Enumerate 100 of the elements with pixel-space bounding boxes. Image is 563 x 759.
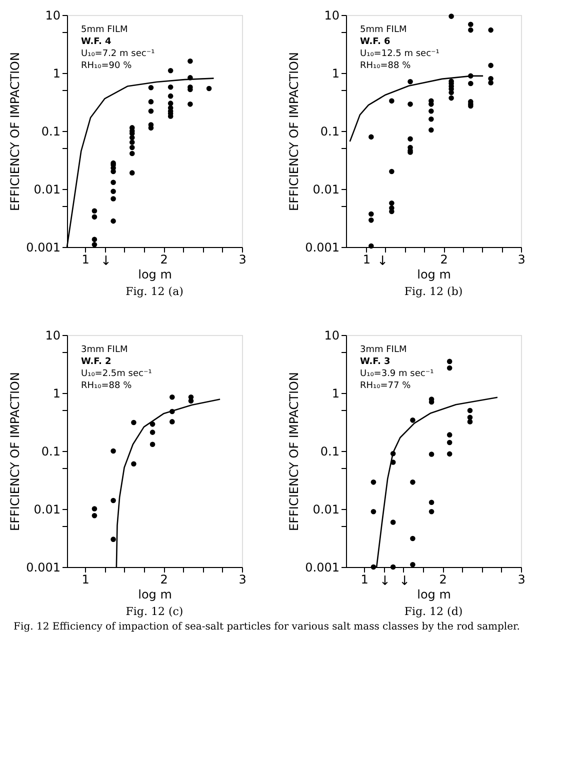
y-axis-title: EFFICIENCY OF IMPACTION bbox=[287, 372, 302, 531]
annotation: RH₁₀=77 % bbox=[360, 381, 412, 391]
point bbox=[131, 420, 136, 426]
x-tick-label: 3 bbox=[518, 572, 526, 586]
point bbox=[168, 100, 174, 106]
point bbox=[468, 27, 474, 33]
annotation: U₁₀=7.2 m sec⁻¹ bbox=[81, 49, 156, 59]
y-tick-label: 0.1 bbox=[320, 124, 340, 138]
point bbox=[448, 95, 454, 101]
point bbox=[148, 108, 154, 114]
annotation: W.F. 3 bbox=[360, 357, 390, 367]
y-tick-label: 0.001 bbox=[305, 560, 340, 574]
annotation: 3mm FILM bbox=[360, 345, 407, 355]
annotation: ↓ bbox=[100, 254, 112, 269]
point bbox=[410, 480, 416, 485]
point bbox=[390, 564, 396, 570]
point bbox=[446, 358, 452, 364]
point bbox=[428, 108, 434, 114]
annotation: 5mm FILM bbox=[81, 25, 128, 35]
point bbox=[448, 14, 454, 19]
point bbox=[370, 480, 376, 485]
point bbox=[410, 536, 416, 542]
point bbox=[110, 180, 116, 186]
y-tick-label: 0.01 bbox=[312, 182, 340, 196]
point bbox=[408, 136, 413, 142]
annotation: ↓ bbox=[377, 254, 388, 269]
point bbox=[110, 448, 116, 454]
y-axis-title: EFFICIENCY OF IMPACTION bbox=[287, 52, 302, 211]
point bbox=[368, 218, 374, 223]
point bbox=[110, 498, 116, 504]
point bbox=[148, 84, 154, 90]
point bbox=[170, 419, 175, 424]
point bbox=[92, 214, 98, 220]
point bbox=[389, 98, 394, 104]
x-tick-label: 3 bbox=[238, 572, 246, 586]
point bbox=[150, 430, 156, 435]
point bbox=[488, 62, 494, 68]
y-tick-label: 1 bbox=[52, 386, 60, 400]
x-axis-title: log m bbox=[138, 268, 172, 282]
point bbox=[188, 102, 193, 107]
point bbox=[129, 140, 135, 145]
text: Fig. 12 (b) bbox=[404, 285, 463, 298]
point bbox=[206, 86, 212, 92]
point bbox=[468, 80, 474, 86]
annotation: ↓ bbox=[399, 574, 410, 589]
x-axis-title: log m bbox=[417, 588, 451, 602]
point bbox=[110, 196, 116, 202]
point bbox=[428, 116, 434, 122]
point bbox=[129, 144, 135, 150]
point bbox=[446, 365, 452, 371]
text: Fig. 12 (a) bbox=[126, 285, 184, 298]
y-tick-label: 10 bbox=[45, 8, 60, 22]
point bbox=[446, 440, 452, 446]
point bbox=[390, 520, 396, 525]
point bbox=[410, 562, 416, 568]
y-tick-label: 10 bbox=[45, 328, 60, 342]
y-axis-title: EFFICIENCY OF IMPACTION bbox=[8, 52, 22, 211]
y-tick-label: 0.1 bbox=[41, 444, 60, 458]
annotation: ↓ bbox=[379, 574, 390, 589]
x-tick-label: 1 bbox=[82, 572, 90, 586]
point bbox=[488, 80, 494, 86]
point bbox=[428, 509, 434, 514]
point bbox=[110, 188, 116, 194]
point bbox=[368, 211, 374, 217]
x-tick-label: 2 bbox=[439, 572, 447, 586]
y-tick-label: 1 bbox=[332, 386, 340, 400]
y-tick-label: 0.1 bbox=[41, 124, 60, 138]
y-tick-label: 0.001 bbox=[305, 240, 340, 254]
point bbox=[129, 170, 135, 176]
y-tick-label: 10 bbox=[324, 328, 340, 342]
annotation: RH₁₀=88 % bbox=[360, 61, 412, 71]
text: Fig. 12 (c) bbox=[126, 605, 184, 618]
point bbox=[168, 93, 174, 99]
point bbox=[188, 58, 193, 64]
point bbox=[428, 452, 434, 457]
point bbox=[170, 394, 175, 400]
point bbox=[92, 242, 98, 248]
annotation: U₁₀=3.9 m sec⁻¹ bbox=[360, 369, 434, 379]
point bbox=[92, 208, 98, 214]
x-tick-label: 1 bbox=[362, 252, 370, 266]
text: Fig. 12 (d) bbox=[404, 605, 463, 618]
annotation: W.F. 2 bbox=[81, 357, 112, 367]
point bbox=[467, 408, 473, 414]
y-tick-label: 0.001 bbox=[26, 560, 60, 574]
point bbox=[168, 68, 174, 74]
x-tick-label: 3 bbox=[238, 252, 246, 266]
x-axis-title: log m bbox=[417, 268, 451, 282]
point bbox=[428, 500, 434, 506]
point bbox=[410, 418, 416, 423]
point bbox=[110, 218, 116, 224]
point bbox=[370, 509, 376, 514]
point bbox=[150, 422, 156, 427]
y-tick-label: 0.001 bbox=[26, 240, 60, 254]
annotation: 3mm FILM bbox=[81, 345, 128, 355]
annotation: U₁₀=12.5 m sec⁻¹ bbox=[360, 49, 440, 59]
x-tick-label: 3 bbox=[518, 252, 526, 266]
caption: Fig. 12 Efficiency of impaction of sea-salt particles for various salt mass classes by the rod sampler. bbox=[14, 622, 520, 632]
point bbox=[468, 22, 474, 27]
y-tick-label: 0.01 bbox=[312, 502, 340, 516]
y-tick-label: 1 bbox=[332, 66, 340, 80]
